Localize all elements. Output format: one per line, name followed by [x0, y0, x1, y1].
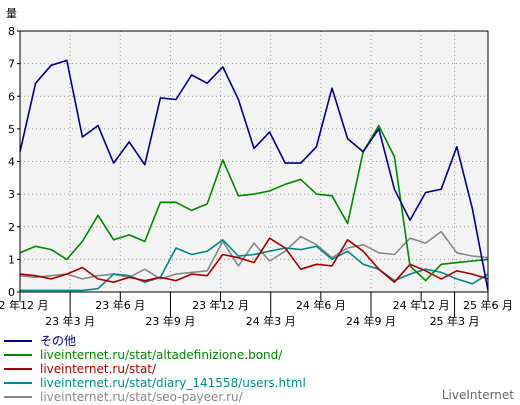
y-tick-label: 5 — [8, 123, 15, 136]
y-tick-label: 0 — [8, 286, 15, 299]
series-line-4 — [19, 230, 489, 280]
y-tick-label: 4 — [8, 156, 15, 169]
y-tick-label: 3 — [8, 188, 15, 201]
plot-frame — [19, 30, 489, 293]
x-tick-label: 24 年3 月 — [246, 314, 296, 328]
series-line-0 — [19, 59, 489, 291]
series-line-1 — [19, 124, 489, 282]
x-tick-label: 23 年9 月 — [145, 314, 195, 328]
legend-entry: liveinternet.ru/stat/diary_141558/users.… — [4, 376, 306, 390]
x-tick-label: 23 年3 月 — [45, 314, 95, 328]
line-chart: 量 0 1 2 3 4 5 6 7 8 22 年12 月 23 年6 月 23 年12 月 24 年6… — [0, 7, 513, 328]
x-tick-label: 24 年12 月 — [393, 298, 450, 312]
plot-area — [20, 31, 488, 292]
legend-label: liveinternet.ru/stat/diary_141558/users.… — [40, 376, 306, 390]
x-tick-label: 25 年3 月 — [430, 314, 480, 328]
y-tick-label: 6 — [8, 90, 15, 103]
y-tick-label: 1 — [8, 253, 15, 266]
x-tick-label: 24 年6 月 — [296, 298, 346, 312]
legend-label: liveinternet.ru/stat/seo-payeer.ru/ — [40, 390, 243, 404]
legend-entry: その他 — [4, 334, 76, 348]
legend-label: liveinternet.ru/stat/ — [40, 362, 157, 376]
x-axis-ticks: 22 年12 月 23 年6 月 23 年12 月 24 年6 月 24 年12 月 25… — [0, 292, 513, 328]
legend-swatch — [4, 396, 32, 398]
legend-entry: liveinternet.ru/stat/seo-payeer.ru/ — [4, 390, 243, 404]
x-tick-label: 23 年12 月 — [192, 298, 249, 312]
brand-label: LiveInternet — [441, 388, 514, 402]
y-axis-ticks: 0 1 2 3 4 5 6 7 8 — [8, 25, 20, 299]
legend-label: その他 — [40, 334, 77, 348]
x-tick-label: 25 年6 月 — [463, 298, 513, 312]
legend-label: liveinternet.ru/stat/altadefinizione.bon… — [40, 348, 283, 362]
legend-entry: liveinternet.ru/stat/ — [4, 362, 156, 376]
legend-swatch — [4, 340, 32, 342]
x-tick-label: 22 年12 月 — [0, 298, 49, 312]
series-lines — [19, 59, 489, 292]
legend-entry: liveinternet.ru/stat/altadefinizione.bon… — [4, 348, 282, 362]
x-tick-label: 23 年6 月 — [95, 298, 145, 312]
legend-swatch — [4, 354, 32, 356]
legend-swatch — [4, 382, 32, 384]
y-tick-label: 2 — [8, 221, 15, 234]
y-tick-label: 7 — [8, 58, 15, 71]
y-tick-label: 8 — [8, 25, 15, 38]
y-axis-label: 量 — [6, 7, 17, 20]
series-line-3 — [20, 239, 489, 292]
legend-swatch — [4, 368, 32, 370]
x-tick-label: 24 年9 月 — [346, 314, 396, 328]
